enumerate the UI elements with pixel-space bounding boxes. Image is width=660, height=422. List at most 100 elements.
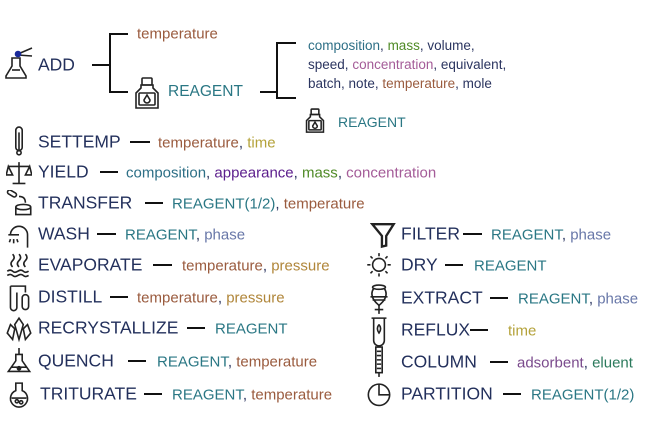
connector-dash: [470, 329, 488, 331]
param-reagent: REAGENT: [474, 257, 547, 275]
param-reagent: REAGENT: [491, 226, 562, 244]
round-flask-icon: [6, 381, 32, 418]
action-label-evaporate: EVAPORATE: [38, 254, 143, 275]
attribute-line: composition, mass, volume,: [308, 38, 475, 53]
crystal-icon: [6, 316, 32, 353]
sun-icon: [366, 252, 392, 289]
thermometer-icon: [6, 126, 32, 163]
action-label-transfer: TRANSFER: [38, 192, 133, 213]
param-eluent: eluent: [592, 354, 633, 372]
connector-line: [92, 64, 110, 66]
bracket-line: [276, 42, 296, 44]
column-icon: [366, 346, 392, 383]
param-time: time: [508, 322, 537, 340]
connector-dash: [445, 264, 463, 266]
param-list: REAGENT, phase: [125, 226, 246, 244]
separatory-funnel-icon: [366, 284, 392, 321]
connector-dash: [463, 233, 482, 235]
action-label-quench: QUENCH: [38, 350, 114, 371]
connector-dash: [97, 233, 116, 235]
connector-line: [260, 91, 277, 93]
shower-icon: [6, 222, 32, 259]
connector-dash: [490, 297, 508, 299]
param-list: REAGENT, phase: [518, 290, 639, 308]
action-label-dry: DRY: [401, 254, 438, 275]
param-phase: phase: [570, 226, 612, 244]
connector-dash: [100, 171, 118, 173]
attribute-speed: speed: [308, 57, 345, 72]
param-list: temperature, pressure: [137, 289, 285, 307]
action-label-reflux: REFLUX: [401, 319, 471, 340]
param-temperature: temperature: [158, 134, 239, 152]
param-list: REAGENT(1/2): [531, 387, 634, 404]
param-phase: phase: [204, 226, 246, 244]
action-label-extract: EXTRACT: [401, 287, 483, 308]
attribute-equivalent: equivalent: [440, 57, 503, 72]
action-label-column: COLUMN: [401, 351, 477, 372]
connector-dash: [153, 264, 172, 266]
param-temperature: temperature: [236, 353, 318, 371]
connector-dash: [144, 393, 162, 395]
connector-dash: [130, 141, 150, 143]
reagent-bottle-icon: [134, 77, 160, 115]
attribute-line: speed, concentration, equivalent,: [308, 57, 507, 72]
action-label-triturate: TRITURATE: [40, 383, 137, 404]
reagent-bottle-icon: [305, 108, 325, 139]
param-pressure: pressure: [226, 289, 285, 307]
flask-icon: [6, 348, 32, 385]
action-label-wash: WASH: [38, 223, 90, 244]
connector-dash: [110, 296, 128, 298]
param-list: temperature, time: [158, 134, 276, 152]
evaporate-icon: [6, 252, 32, 289]
param-temperature: temperature: [251, 386, 333, 404]
param-reagent-1-2-: REAGENT(1/2): [172, 195, 276, 213]
sub-reagent-label: REAGENT: [338, 114, 406, 130]
attribute-temperature: temperature: [382, 76, 456, 91]
param-temperature: temperature: [283, 195, 365, 213]
attribute-composition: composition: [308, 38, 381, 53]
action-label-settemp: SETTEMP: [38, 131, 121, 152]
param-reagent: REAGENT: [125, 226, 196, 244]
param-phase: phase: [597, 290, 639, 308]
balance-scale-icon: [5, 160, 33, 197]
connector-dash: [187, 327, 205, 329]
param-list: REAGENT: [474, 258, 547, 275]
attribute-volume: volume: [427, 38, 471, 53]
param-composition: composition: [126, 164, 207, 182]
connector-dash: [128, 360, 146, 362]
param-reagent: REAGENT: [172, 386, 243, 404]
bracket-line: [109, 91, 128, 93]
param-time: time: [247, 134, 276, 152]
param-list: REAGENT: [215, 321, 288, 338]
param-concentration: concentration: [346, 164, 437, 182]
param-list: REAGENT, phase: [491, 226, 612, 244]
param-mass: mass: [301, 164, 338, 182]
param-adsorbent: adsorbent: [517, 354, 584, 372]
action-label-yield: YIELD: [38, 161, 89, 182]
param-reagent-1-2-: REAGENT(1/2): [531, 386, 635, 404]
attribute-concentration: concentration: [352, 57, 434, 72]
distill-icon: [6, 284, 32, 321]
reagent-attributes: composition, mass, volume, speed, concen…: [308, 36, 506, 93]
param-temperature: temperature: [182, 257, 263, 275]
reagent-label: REAGENT: [168, 83, 243, 100]
bracket-line: [109, 33, 128, 35]
action-label-partition: PARTITION: [401, 383, 493, 404]
connector-dash: [490, 361, 508, 363]
param-reagent: REAGENT: [518, 290, 589, 308]
connector-dash: [503, 393, 521, 395]
param-temperature: temperature: [137, 25, 218, 43]
param-list: REAGENT, temperature: [172, 386, 333, 404]
param-reagent: REAGENT: [157, 353, 228, 371]
param-appearance: appearance: [214, 164, 294, 182]
action-label-distill: DISTILL: [38, 286, 103, 307]
connector-dash: [145, 202, 163, 204]
param-list: REAGENT, temperature: [157, 353, 318, 371]
pie-partition-icon: [366, 382, 392, 419]
action-label-add: ADD: [38, 54, 75, 75]
action-label-recrystallize: RECRYSTALLIZE: [38, 317, 179, 338]
param-reagent: REAGENT: [215, 320, 288, 338]
param-list: composition, appearance, mass, concentra…: [126, 164, 437, 182]
attribute-batch: batch: [308, 76, 342, 91]
